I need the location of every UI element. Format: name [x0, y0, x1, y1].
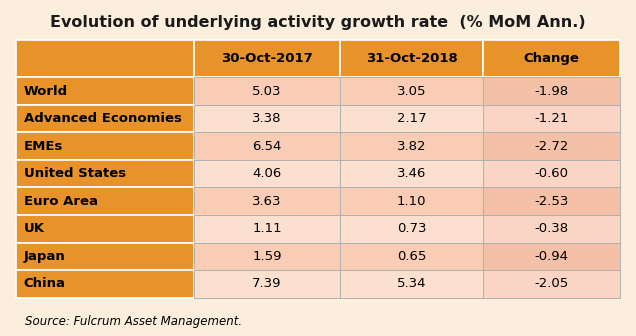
Text: 3.38: 3.38: [252, 112, 282, 125]
Text: Source: Fulcrum Asset Management.: Source: Fulcrum Asset Management.: [25, 314, 242, 328]
Text: 3.82: 3.82: [397, 140, 427, 153]
Bar: [194, 77, 340, 105]
Text: 2.17: 2.17: [397, 112, 427, 125]
Bar: [16, 40, 194, 77]
Text: 5.03: 5.03: [252, 85, 282, 97]
Bar: [483, 215, 620, 243]
Text: Evolution of underlying activity growth rate  (% MoM Ann.): Evolution of underlying activity growth …: [50, 15, 586, 30]
Text: Advanced Economies: Advanced Economies: [24, 112, 181, 125]
Bar: [340, 270, 483, 298]
Bar: [16, 77, 194, 105]
Text: 7.39: 7.39: [252, 278, 282, 290]
Bar: [16, 132, 194, 160]
Bar: [483, 77, 620, 105]
Text: World: World: [24, 85, 67, 97]
Text: United States: United States: [24, 167, 126, 180]
Text: UK: UK: [24, 222, 45, 235]
Text: 1.59: 1.59: [252, 250, 282, 263]
Text: -2.53: -2.53: [534, 195, 569, 208]
Bar: [16, 105, 194, 132]
Bar: [194, 270, 340, 298]
Bar: [340, 77, 483, 105]
Text: 0.73: 0.73: [397, 222, 427, 235]
Bar: [194, 243, 340, 270]
Bar: [194, 132, 340, 160]
Bar: [340, 160, 483, 187]
Bar: [483, 187, 620, 215]
Bar: [340, 187, 483, 215]
Text: 1.10: 1.10: [397, 195, 427, 208]
Bar: [340, 132, 483, 160]
Text: 6.54: 6.54: [252, 140, 282, 153]
Bar: [16, 187, 194, 215]
Bar: [194, 215, 340, 243]
Text: EMEs: EMEs: [24, 140, 63, 153]
Bar: [483, 160, 620, 187]
Bar: [483, 243, 620, 270]
Bar: [340, 243, 483, 270]
Text: -0.38: -0.38: [535, 222, 569, 235]
Bar: [483, 40, 620, 77]
Text: -0.60: -0.60: [535, 167, 569, 180]
Bar: [16, 243, 194, 270]
Text: China: China: [24, 278, 66, 290]
Bar: [194, 160, 340, 187]
Bar: [194, 105, 340, 132]
Bar: [194, 187, 340, 215]
Text: -2.72: -2.72: [534, 140, 569, 153]
Bar: [340, 40, 483, 77]
Bar: [340, 215, 483, 243]
Text: -0.94: -0.94: [535, 250, 569, 263]
Bar: [483, 270, 620, 298]
Text: -1.98: -1.98: [535, 85, 569, 97]
Text: 1.11: 1.11: [252, 222, 282, 235]
Text: 3.46: 3.46: [397, 167, 427, 180]
Text: Change: Change: [524, 52, 579, 65]
Text: 4.06: 4.06: [252, 167, 282, 180]
Text: 31-Oct-2018: 31-Oct-2018: [366, 52, 458, 65]
Bar: [483, 132, 620, 160]
Text: Japan: Japan: [24, 250, 66, 263]
Bar: [194, 40, 340, 77]
Bar: [483, 105, 620, 132]
Text: 0.65: 0.65: [397, 250, 427, 263]
Bar: [16, 215, 194, 243]
Text: -1.21: -1.21: [534, 112, 569, 125]
Bar: [16, 160, 194, 187]
Text: 30-Oct-2017: 30-Oct-2017: [221, 52, 313, 65]
Text: -2.05: -2.05: [535, 278, 569, 290]
Text: 3.63: 3.63: [252, 195, 282, 208]
Bar: [16, 270, 194, 298]
Text: Euro Area: Euro Area: [24, 195, 97, 208]
Text: 3.05: 3.05: [397, 85, 427, 97]
Bar: [340, 105, 483, 132]
Text: 5.34: 5.34: [397, 278, 427, 290]
